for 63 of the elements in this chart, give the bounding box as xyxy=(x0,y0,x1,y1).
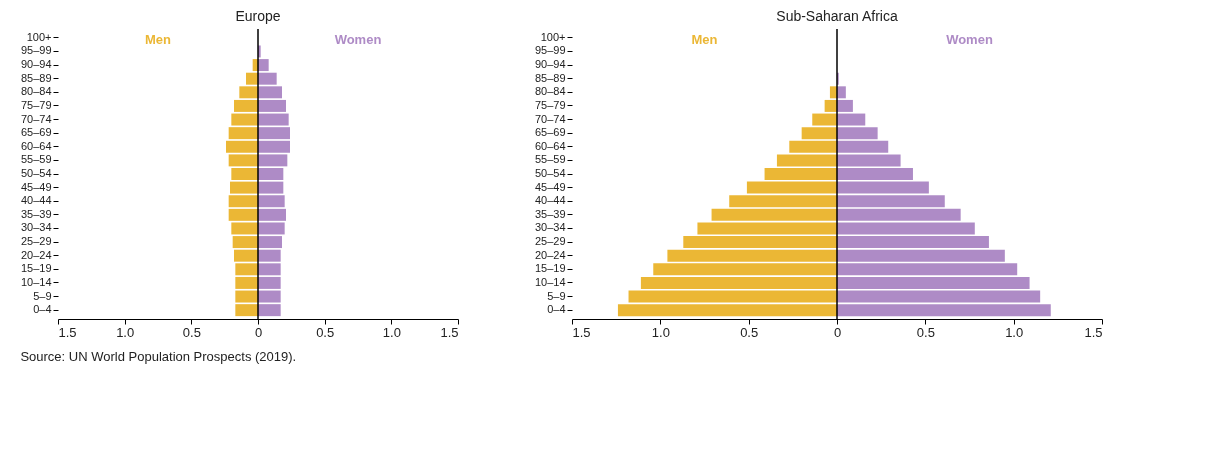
y-tick-label: 90–94 xyxy=(534,58,566,71)
chart-title: Sub-Saharan Africa xyxy=(776,8,898,25)
y-tick-label: 80–84 xyxy=(20,85,52,98)
y-tick-label: 85–89 xyxy=(534,71,566,84)
y-tick-label: 45–49 xyxy=(534,180,566,193)
x-tick-label: 1.0 xyxy=(116,324,135,340)
y-tick-label: 55–59 xyxy=(20,153,52,166)
y-tick-label: 90–94 xyxy=(20,58,52,71)
x-tick-label: 1.0 xyxy=(1005,324,1024,340)
x-tick-label: 1.0 xyxy=(382,324,401,340)
y-tick-label: 15–19 xyxy=(534,262,566,275)
y-tick-label: 15–19 xyxy=(20,262,52,275)
y-tick-label: 35–39 xyxy=(20,207,52,220)
y-tick-label: 20–24 xyxy=(20,248,52,261)
y-tick-label: 100+ xyxy=(26,30,52,43)
y-tick-label: 25–29 xyxy=(534,235,566,248)
text: Men xyxy=(691,31,718,47)
x-tick-label: 0.5 xyxy=(916,324,935,340)
y-tick-label: 65–69 xyxy=(20,126,52,139)
x-tick-label: 0 xyxy=(833,324,842,340)
y-tick-label: 65–69 xyxy=(534,126,566,139)
text: Women xyxy=(334,31,382,47)
y-tick-label: 30–34 xyxy=(534,221,566,234)
y-tick-label: 0–4 xyxy=(33,303,52,316)
y-tick-label: 20–24 xyxy=(534,248,566,261)
y-tick-label: 10–14 xyxy=(534,275,566,288)
y-tick-label: 70–74 xyxy=(534,112,566,125)
y-tick-label: 10–14 xyxy=(20,275,52,288)
y-tick-label: 75–79 xyxy=(534,98,566,111)
y-tick-label: 50–54 xyxy=(534,167,566,179)
y-tick-label: 95–99 xyxy=(534,44,566,57)
y-tick-label: 70–74 xyxy=(20,112,52,125)
x-tick-label: 1.5 xyxy=(440,324,459,340)
y-tick-label: 95–99 xyxy=(20,44,52,57)
text: Men xyxy=(145,31,172,47)
text: Women xyxy=(946,31,993,47)
y-tick-label: 40–44 xyxy=(20,194,52,207)
x-tick-label: 1.5 xyxy=(1084,324,1103,340)
x-tick-label: 0 xyxy=(254,324,263,340)
y-tick-label: 45–49 xyxy=(20,180,52,193)
y-tick-label: 80–84 xyxy=(534,85,566,98)
y-tick-label: 5–9 xyxy=(33,289,52,302)
x-tick-label: 1.0 xyxy=(651,324,670,340)
x-tick-label: 0.5 xyxy=(740,324,759,340)
chart-title: Europe xyxy=(235,8,281,25)
y-tick-label: 40–44 xyxy=(534,194,566,207)
y-tick-label: 5–9 xyxy=(547,289,566,302)
y-tick-label: 25–29 xyxy=(20,235,52,248)
y-tick-label: 35–39 xyxy=(534,207,566,220)
y-tick-label: 75–79 xyxy=(20,98,52,111)
y-tick-label: 100+ xyxy=(540,30,566,43)
x-tick-label: 0.5 xyxy=(182,324,201,340)
y-tick-label: 55–59 xyxy=(534,153,566,166)
x-tick-label: 1.5 xyxy=(572,324,591,340)
y-tick-label: 50–54 xyxy=(20,167,52,179)
y-tick-label: 60–64 xyxy=(20,139,52,152)
y-tick-label: 60–64 xyxy=(534,139,566,152)
y-tick-label: 0–4 xyxy=(547,303,566,316)
x-tick-label: 1.5 xyxy=(58,324,77,340)
source-note: Source: UN World Population Prospects (2019). xyxy=(20,349,297,364)
y-tick-label: 30–34 xyxy=(20,221,52,234)
y-tick-label: 85–89 xyxy=(20,71,52,84)
x-tick-label: 0.5 xyxy=(316,324,335,340)
